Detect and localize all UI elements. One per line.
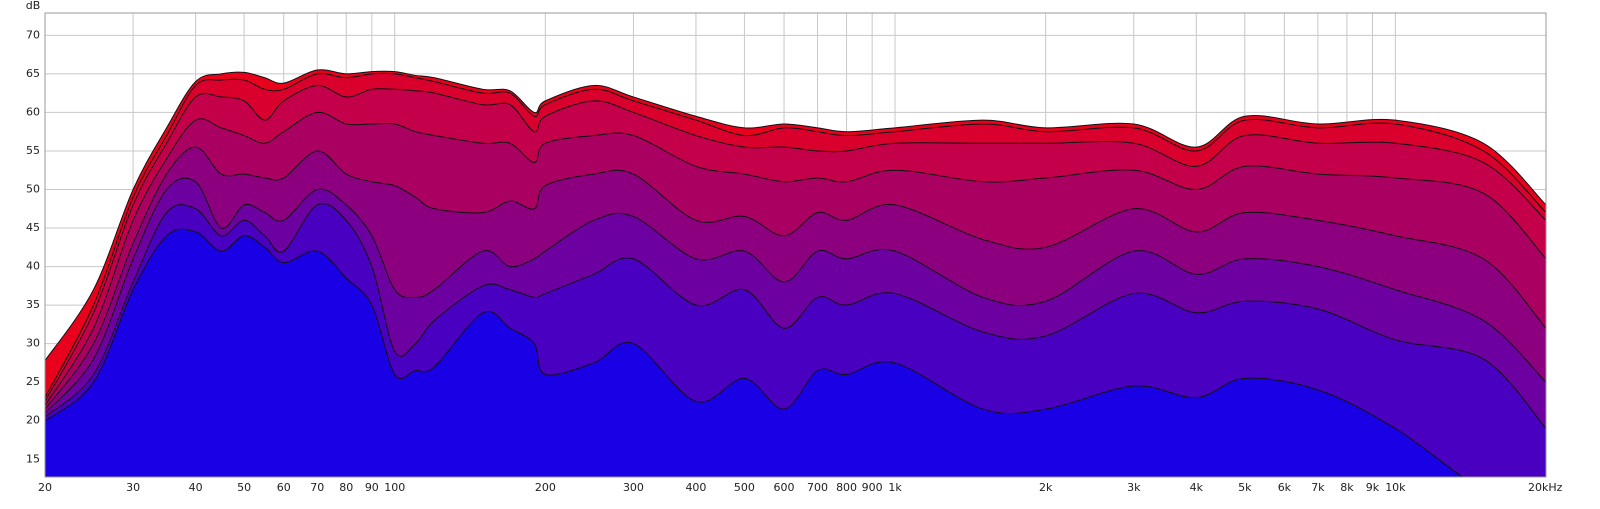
x-tick-label: 90: [365, 481, 379, 494]
x-tick-label: 400: [685, 481, 706, 494]
x-tick-label: 7k: [1311, 481, 1325, 494]
x-tick-label: 2k: [1039, 481, 1053, 494]
area-fill: [45, 229, 1463, 477]
x-tick-label: 800: [836, 481, 857, 494]
plot-border: [44, 12, 1547, 478]
x-tick-label: 60: [277, 481, 291, 494]
x-tick-label: 50: [237, 481, 251, 494]
x-tick-label: 600: [774, 481, 795, 494]
y-tick-label: 30: [26, 337, 40, 350]
x-tick-label: 6k: [1278, 481, 1292, 494]
y-tick-label: 40: [26, 260, 40, 273]
y-tick-label: 55: [26, 144, 40, 157]
y-tick-label: 35: [26, 298, 40, 311]
x-tick-label: 300: [623, 481, 644, 494]
series-line: [45, 72, 1546, 398]
series-line: [45, 111, 1546, 406]
y-tick-label: 15: [26, 452, 40, 465]
x-tick-label: 200: [535, 481, 556, 494]
y-tick-label: 20: [26, 414, 40, 427]
series-line: [45, 146, 1546, 410]
x-tick-label: 900: [862, 481, 883, 494]
y-tick-label: 70: [26, 28, 40, 41]
y-tick-label: 50: [26, 183, 40, 196]
x-tick-label: 40: [189, 481, 203, 494]
y-tick-label: 45: [26, 221, 40, 234]
x-tick-label: 5k: [1238, 481, 1252, 494]
y-tick-label: 60: [26, 105, 40, 118]
series-line: [45, 84, 1546, 402]
x-tick-label: 4k: [1190, 481, 1204, 494]
y-axis-label: dB: [26, 0, 41, 12]
x-tick-label: 20kHz: [1528, 481, 1563, 494]
x-tick-label: 3k: [1127, 481, 1141, 494]
y-tick-label: 25: [26, 375, 40, 388]
series-line: [45, 228, 1464, 477]
x-tick-label: 8k: [1340, 481, 1354, 494]
x-tick-label: 20: [38, 481, 52, 494]
x-tick-label: 30: [126, 481, 140, 494]
x-tick-label: 10k: [1385, 481, 1406, 494]
series-line: [45, 177, 1546, 414]
series-line: [45, 69, 1546, 361]
x-tick-label: 100: [384, 481, 405, 494]
x-tick-label: 1k: [888, 481, 902, 494]
x-tick-label: 9k: [1366, 481, 1380, 494]
y-tick-label: 65: [26, 67, 40, 80]
series-line: [45, 203, 1546, 429]
x-tick-label: 700: [807, 481, 828, 494]
x-tick-label: 70: [310, 481, 324, 494]
x-tick-label: 80: [339, 481, 353, 494]
x-tick-label: 500: [734, 481, 755, 494]
